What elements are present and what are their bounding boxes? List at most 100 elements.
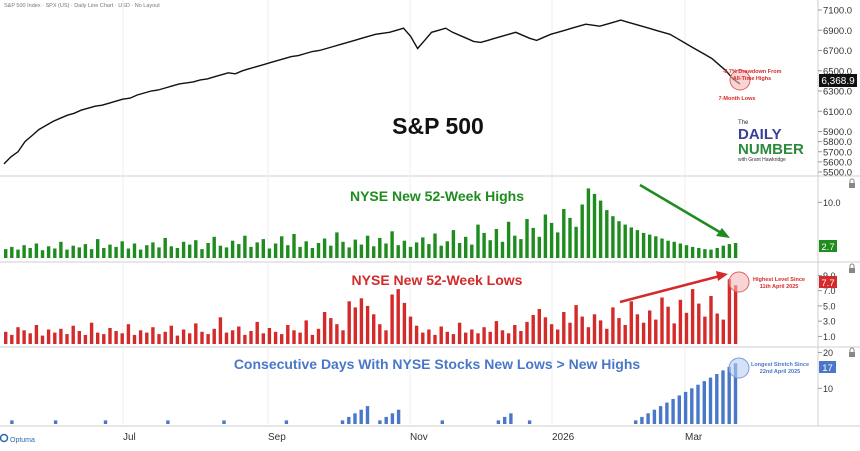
streak-bar [384,416,388,424]
streak-bar [509,413,513,424]
streak-bar [683,391,688,424]
lows-bar [89,322,94,344]
lows-bar [513,325,517,344]
highs-bar [322,238,327,258]
lows-bar [476,333,480,344]
highs-bar [188,244,192,258]
lows-bar [666,306,670,344]
highs-bar [365,235,370,258]
streak-bar [440,420,444,424]
y-tick-label: 10 [823,384,833,394]
y-tick-label: 5500.0 [823,168,852,179]
lows-bar [433,334,437,344]
highs-bar [261,239,265,258]
lock-icon[interactable] [849,178,855,188]
y-tick-label: 5800.0 [823,137,852,148]
streak-last-value-badge [819,361,836,373]
highs-bar [494,229,499,258]
lows-bar [212,328,216,344]
lows-bar [298,332,302,344]
lows-bar [611,307,615,344]
highs-bar [243,235,247,258]
y-tick-label: 5700.0 [823,147,852,158]
lows-bar [635,314,640,344]
streak-annotation-line1: Longest Stretch Since [751,362,809,368]
highs-bar [727,244,732,258]
lows-bar [194,323,198,344]
highs-bar [427,244,431,258]
highs-bar [690,246,695,258]
lows-bar [697,303,701,344]
highs-bar [537,236,541,258]
lows-bar [629,301,633,344]
x-tick-label: Nov [410,432,428,443]
logo-line1: The [738,120,749,126]
highs-bar [641,232,646,258]
lows-bar [77,331,81,344]
highs-bar [408,246,413,258]
highs-bar [71,245,75,258]
streak-bar [496,420,501,424]
streak-bar [503,416,507,424]
x-tick-label: Sep [268,432,286,443]
logo-line4: with Grant Hawkridge [738,157,786,163]
highs-bar [126,248,131,258]
streak-bar [702,381,706,424]
highs-bar [464,236,468,258]
streak-bar [166,420,170,424]
lows-annotation-line1: Highest Level Since [753,277,805,283]
lows-bar [22,330,26,344]
lows-bar [188,333,192,344]
highs-bar [721,245,725,258]
lows-bar [678,299,683,344]
lows-bar [40,335,45,344]
lows-bar [439,326,443,344]
highs-bar [267,248,272,258]
lows-bar [34,325,39,344]
highs-bar [157,247,161,258]
highs-bar [482,232,486,258]
highs-bar [102,248,106,258]
daily-number-logo: The DAILY NUMBER with Grant Hawkridge [738,120,804,163]
y-tick-label: 1.0 [823,332,836,342]
lows-bar [537,309,541,344]
streak-last-value: 17 [822,363,833,374]
highs-bar [549,222,554,258]
highs-bar [40,250,45,258]
highs-bar [249,246,253,258]
streak-bar [365,406,370,424]
highs-bar [543,214,548,258]
logo-line2: DAILY [738,126,782,143]
header-caption: S&P 500 Index · SPX (US) · Daily Line Ch… [4,3,160,9]
lows-bar [329,318,333,344]
lows-bar [623,325,627,344]
lows-bar [721,319,725,344]
lows-bar [145,332,149,344]
highs-bar [218,245,223,258]
lows-bar [500,330,505,344]
highs-bar [709,249,713,258]
highs-bar [562,209,566,258]
lows-bar [396,289,400,344]
highs-bar [629,227,633,258]
lows-bar [580,316,584,344]
seven-month-lows-annotation: 7-Month Lows [719,96,756,102]
streak-bar [733,363,738,424]
lows-bar [230,330,235,344]
lows-panel-title: NYSE New 52-Week Lows [352,272,523,288]
lows-bar [359,298,364,344]
lows-bar [16,327,20,344]
highs-bar [310,248,315,258]
lows-bar [402,302,407,344]
lock-icon[interactable] [849,347,855,357]
drawdown-highlight-circle [729,69,751,91]
highs-bar [77,247,81,258]
highs-bar [439,245,443,258]
lows-bar [488,331,492,344]
highs-trend-arrowhead [716,228,730,238]
lows-bar [280,334,284,344]
streak-bar [396,409,401,424]
lock-icon[interactable] [849,263,855,273]
highs-bar [580,204,584,258]
